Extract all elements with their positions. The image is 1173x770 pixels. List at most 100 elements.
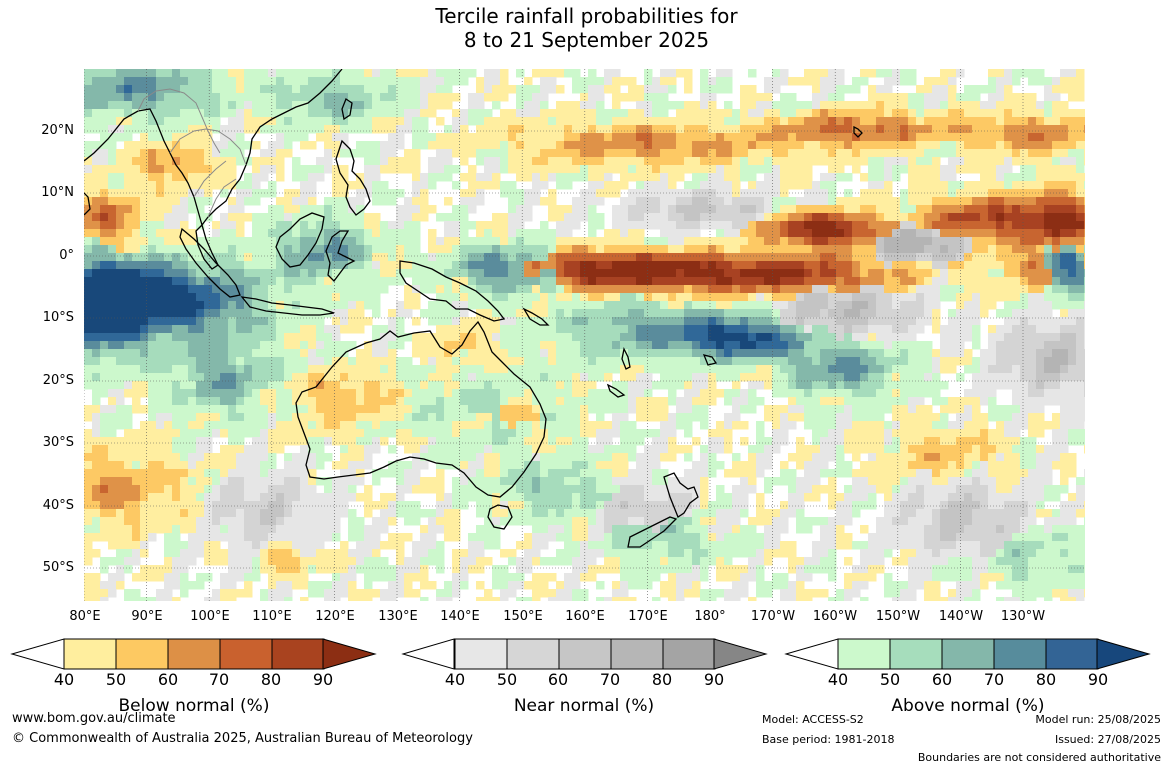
probability-cell	[908, 117, 917, 126]
probability-cell	[508, 397, 517, 406]
probability-cell	[964, 293, 973, 302]
probability-cell	[1052, 85, 1061, 94]
probability-cell	[1028, 165, 1037, 174]
probability-cell	[732, 197, 741, 206]
probability-cell	[1028, 229, 1037, 238]
probability-cell	[1012, 253, 1021, 262]
probability-cell	[972, 181, 981, 190]
probability-cell	[324, 301, 333, 310]
probability-cell	[492, 157, 501, 166]
probability-cell	[804, 181, 813, 190]
probability-cell	[356, 213, 365, 222]
probability-cell	[148, 365, 157, 374]
probability-cell	[812, 205, 821, 214]
probability-cell	[852, 77, 861, 86]
probability-cell	[276, 93, 285, 102]
probability-cell	[100, 285, 109, 294]
probability-cell	[1060, 221, 1069, 230]
probability-cell	[436, 165, 445, 174]
probability-cell	[692, 157, 701, 166]
probability-cell	[588, 117, 597, 126]
probability-cell	[84, 229, 93, 238]
probability-cell	[796, 109, 805, 118]
probability-cell	[404, 69, 413, 78]
probability-cell	[124, 149, 133, 158]
probability-cell	[508, 125, 517, 134]
probability-cell	[396, 333, 405, 342]
probability-cell	[356, 325, 365, 334]
probability-cell	[452, 141, 461, 150]
probability-cell	[876, 285, 885, 294]
probability-cell	[428, 205, 437, 214]
probability-cell	[172, 309, 181, 318]
probability-cell	[484, 69, 493, 78]
probability-cell	[876, 93, 885, 102]
probability-cell	[1020, 341, 1029, 350]
probability-cell	[716, 253, 725, 262]
probability-cell	[604, 309, 613, 318]
probability-cell	[876, 389, 885, 398]
probability-cell	[740, 93, 749, 102]
probability-cell	[508, 373, 517, 382]
probability-cell	[404, 213, 413, 222]
probability-cell	[812, 141, 821, 150]
probability-cell	[644, 125, 653, 134]
probability-cell	[812, 381, 821, 390]
probability-cell	[588, 189, 597, 198]
probability-cell	[572, 197, 581, 206]
probability-cell	[396, 325, 405, 334]
probability-cell	[732, 253, 741, 262]
probability-cell	[764, 221, 773, 230]
probability-cell	[380, 325, 389, 334]
probability-cell	[252, 389, 261, 398]
probability-cell	[988, 149, 997, 158]
probability-cell	[188, 285, 197, 294]
probability-cell	[164, 285, 173, 294]
probability-cell	[924, 405, 933, 414]
probability-cell	[268, 397, 277, 406]
probability-cell	[940, 165, 949, 174]
probability-cell	[1028, 77, 1037, 86]
probability-cell	[812, 101, 821, 110]
probability-cell	[428, 285, 437, 294]
probability-cell	[316, 277, 325, 286]
probability-cell	[92, 117, 101, 126]
probability-cell	[988, 229, 997, 238]
probability-cell	[780, 301, 789, 310]
probability-cell	[700, 149, 709, 158]
probability-cell	[676, 373, 685, 382]
probability-cell	[244, 285, 253, 294]
probability-cell	[236, 69, 245, 78]
probability-cell	[820, 149, 829, 158]
probability-cell	[1028, 373, 1037, 382]
probability-cell	[828, 157, 837, 166]
probability-cell	[308, 365, 317, 374]
probability-cell	[628, 237, 637, 246]
probability-cell	[324, 157, 333, 166]
probability-cell	[636, 373, 645, 382]
probability-cell	[252, 373, 261, 382]
probability-cell	[1052, 253, 1061, 262]
probability-cell	[580, 157, 589, 166]
probability-cell	[148, 301, 157, 310]
probability-cell	[972, 261, 981, 270]
probability-cell	[308, 229, 317, 238]
probability-cell	[492, 85, 501, 94]
probability-cell	[868, 93, 877, 102]
probability-cell	[964, 365, 973, 374]
probability-cell	[324, 245, 333, 254]
probability-cell	[660, 93, 669, 102]
probability-cell	[644, 101, 653, 110]
probability-cell	[484, 349, 493, 358]
probability-cell	[228, 357, 237, 366]
probability-cell	[412, 373, 421, 382]
probability-cell	[1004, 197, 1013, 206]
probability-cell	[1060, 189, 1069, 198]
probability-cell	[972, 221, 981, 230]
probability-cell	[140, 157, 149, 166]
probability-cell	[972, 389, 981, 398]
probability-cell	[1036, 269, 1045, 278]
probability-cell	[860, 381, 869, 390]
probability-cell	[892, 365, 901, 374]
probability-cell	[116, 77, 125, 86]
